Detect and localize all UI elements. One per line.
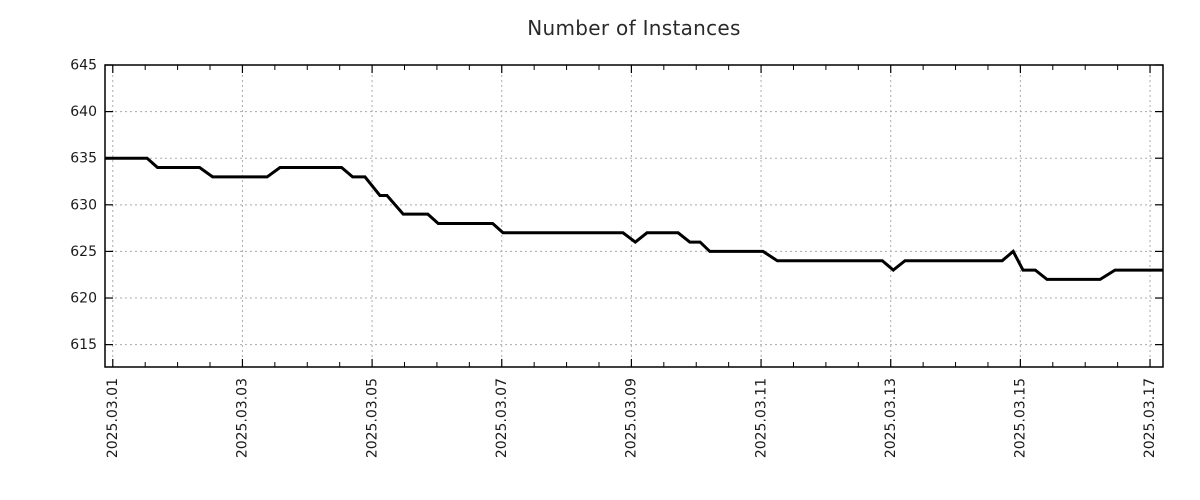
x-tick-label: 2025.03.05 bbox=[364, 378, 380, 458]
x-tick-label: 2025.03.13 bbox=[883, 378, 899, 458]
x-tick-label: 2025.03.09 bbox=[624, 378, 640, 458]
x-tick-label: 2025.03.01 bbox=[105, 378, 121, 458]
y-tick-label: 640 bbox=[70, 104, 97, 120]
x-tick-label: 2025.03.11 bbox=[753, 378, 769, 458]
plot-border bbox=[104, 64, 1164, 368]
y-tick-label: 635 bbox=[70, 151, 97, 167]
chart-title: Number of Instances bbox=[527, 16, 741, 40]
x-tick-label: 2025.03.15 bbox=[1013, 378, 1029, 458]
y-tick-label: 620 bbox=[70, 291, 97, 307]
y-tick-label: 625 bbox=[70, 244, 97, 260]
x-tick-label: 2025.03.17 bbox=[1142, 378, 1158, 458]
y-tick-label: 630 bbox=[70, 197, 97, 213]
data-series-line bbox=[105, 156, 1163, 281]
y-tick-label: 615 bbox=[70, 337, 97, 353]
x-tick-label: 2025.03.03 bbox=[235, 378, 251, 458]
x-tick-label: 2025.03.07 bbox=[494, 378, 510, 458]
y-tick-label: 645 bbox=[70, 57, 97, 73]
